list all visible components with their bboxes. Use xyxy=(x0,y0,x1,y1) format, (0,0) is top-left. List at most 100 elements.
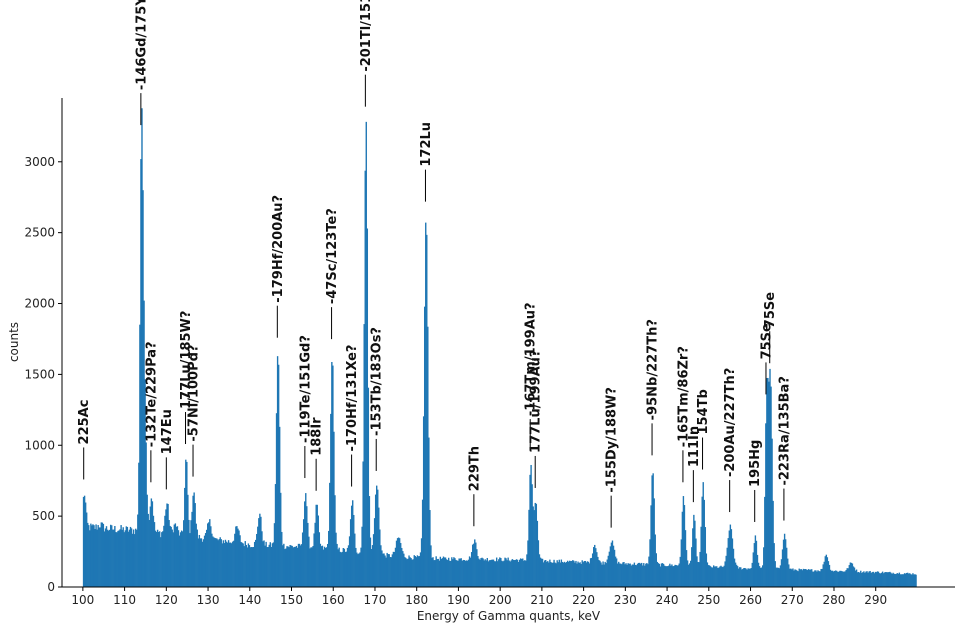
y-axis-title: counts xyxy=(7,322,21,362)
histogram-bar xyxy=(482,558,484,587)
histogram-bar xyxy=(317,515,319,587)
histogram-bar xyxy=(257,526,259,587)
histogram-bar xyxy=(565,562,568,587)
histogram-bar xyxy=(518,559,521,587)
histogram-bar xyxy=(238,530,240,587)
histogram-bar xyxy=(188,519,190,587)
histogram-bar xyxy=(787,558,789,587)
histogram-bar xyxy=(635,565,638,587)
histogram-bar xyxy=(144,379,146,587)
histogram-bar xyxy=(822,564,824,587)
histogram-bar xyxy=(625,563,627,587)
histogram-bar xyxy=(166,503,168,587)
histogram-bar xyxy=(731,538,734,587)
histogram-bar xyxy=(380,545,382,587)
histogram-bar xyxy=(576,563,578,587)
histogram-bar xyxy=(240,541,242,587)
histogram-bar xyxy=(349,519,352,587)
histogram-bar xyxy=(441,558,444,587)
histogram-bar xyxy=(766,378,768,587)
histogram-bar xyxy=(685,550,688,587)
histogram-bar xyxy=(675,564,677,587)
histogram-bar xyxy=(352,500,354,587)
histogram-bar xyxy=(662,563,665,587)
histogram-bar xyxy=(273,523,276,587)
x-tick-label: 280 xyxy=(823,593,846,607)
histogram-bar xyxy=(128,529,131,587)
histogram-bar xyxy=(621,564,623,587)
histogram-bar xyxy=(323,546,326,587)
histogram-bar xyxy=(216,538,218,587)
histogram-bar xyxy=(771,438,773,587)
histogram-bar xyxy=(465,560,468,587)
histogram-bar xyxy=(264,545,266,587)
histogram-bar xyxy=(861,572,863,587)
y-tick-label: 0 xyxy=(47,580,55,594)
histogram-bar xyxy=(895,573,897,587)
histogram-bar xyxy=(652,473,654,587)
histogram-bar xyxy=(703,499,705,587)
histogram-bar xyxy=(825,554,828,587)
histogram-bar xyxy=(489,560,492,587)
histogram-bar xyxy=(336,543,338,587)
histogram-bar xyxy=(863,571,865,587)
histogram-bar xyxy=(718,567,720,587)
histogram-bar xyxy=(609,546,612,587)
histogram-bar xyxy=(846,568,848,587)
histogram-bar xyxy=(135,528,137,587)
histogram-bar xyxy=(486,557,488,587)
histogram-bar xyxy=(115,532,117,587)
histogram-bar xyxy=(637,562,640,587)
histogram-bar xyxy=(653,498,655,587)
histogram-bar xyxy=(247,543,250,587)
histogram-bar xyxy=(192,495,194,587)
histogram-bar xyxy=(411,559,413,587)
histogram-bar xyxy=(413,555,415,587)
histogram-bar xyxy=(579,562,581,587)
histogram-bar xyxy=(281,531,283,587)
histogram-bar xyxy=(799,569,801,587)
histogram-bar xyxy=(344,551,347,587)
histogram-bar xyxy=(298,543,301,587)
histogram-bar xyxy=(820,568,822,587)
histogram-bar xyxy=(788,564,790,587)
histogram-bar xyxy=(709,566,712,587)
histogram-bar xyxy=(319,543,322,587)
histogram-bar xyxy=(648,556,650,587)
histogram-bar xyxy=(597,556,599,587)
histogram-bar xyxy=(880,572,883,587)
histogram-bar xyxy=(687,564,690,587)
histogram-bar xyxy=(867,572,869,587)
histogram-bar xyxy=(775,567,777,587)
histogram-bar xyxy=(348,536,351,587)
histogram-bar xyxy=(874,571,877,587)
histogram-bar xyxy=(546,561,548,587)
histogram-bar xyxy=(728,530,731,587)
histogram-bar xyxy=(693,514,695,587)
histogram-bar xyxy=(664,566,667,587)
histogram-bar xyxy=(640,562,643,587)
histogram-bar xyxy=(438,560,440,587)
histogram-bar xyxy=(847,568,849,587)
histogram-bar xyxy=(461,560,463,587)
histogram-bar xyxy=(232,541,234,587)
histogram-bar xyxy=(613,549,616,587)
histogram-bar xyxy=(558,559,560,587)
histogram-bar xyxy=(139,324,141,587)
histogram-bar xyxy=(132,529,135,587)
histogram-bar xyxy=(423,306,426,587)
histogram-bar xyxy=(585,562,588,587)
histogram-bar xyxy=(293,546,295,587)
histogram-bar xyxy=(650,505,652,587)
histogram-bar xyxy=(121,529,123,587)
histogram-bar xyxy=(905,572,908,587)
histogram-bar xyxy=(749,568,751,587)
histogram-bar xyxy=(178,535,181,587)
histogram-bar xyxy=(782,539,785,587)
histogram-bar xyxy=(769,368,771,587)
histogram-bar xyxy=(658,563,661,587)
histogram-bar xyxy=(812,571,814,587)
histogram-bar xyxy=(406,559,408,587)
x-tick-label: 190 xyxy=(447,593,470,607)
x-tick-label: 180 xyxy=(405,593,428,607)
